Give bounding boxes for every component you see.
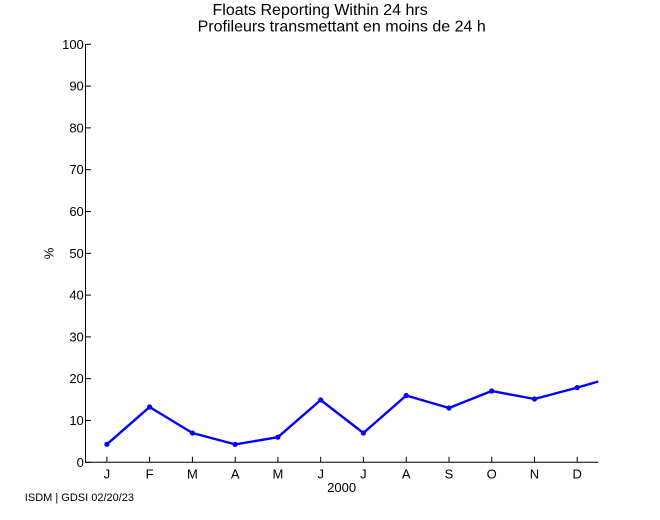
svg-text:40: 40 bbox=[69, 288, 83, 303]
svg-text:Floats Reporting Within 24 hrs: Floats Reporting Within 24 hrs bbox=[212, 2, 427, 19]
svg-text:J: J bbox=[360, 466, 367, 481]
svg-text:S: S bbox=[445, 466, 454, 481]
svg-text:N: N bbox=[530, 466, 539, 481]
svg-text:A: A bbox=[402, 466, 411, 481]
svg-text:90: 90 bbox=[69, 79, 83, 94]
svg-text:J: J bbox=[317, 466, 324, 481]
svg-text:80: 80 bbox=[69, 120, 83, 135]
svg-text:ISDM | GDSI 02/20/23: ISDM | GDSI 02/20/23 bbox=[25, 492, 134, 504]
svg-text:D: D bbox=[573, 466, 582, 481]
svg-text:100: 100 bbox=[62, 37, 84, 52]
svg-text:Profileurs transmettant en moi: Profileurs transmettant en moins de 24 h bbox=[198, 18, 486, 35]
svg-text:10: 10 bbox=[69, 413, 83, 428]
svg-text:30: 30 bbox=[69, 329, 83, 344]
svg-text:70: 70 bbox=[69, 162, 83, 177]
svg-text:M: M bbox=[272, 466, 283, 481]
svg-text:20: 20 bbox=[69, 371, 83, 386]
svg-text:A: A bbox=[231, 466, 240, 481]
svg-text:2000: 2000 bbox=[327, 480, 356, 495]
svg-text:O: O bbox=[487, 466, 497, 481]
svg-text:F: F bbox=[146, 466, 154, 481]
svg-text:%: % bbox=[42, 247, 57, 259]
svg-text:J: J bbox=[104, 466, 111, 481]
svg-text:50: 50 bbox=[69, 246, 83, 261]
svg-text:M: M bbox=[187, 466, 198, 481]
svg-text:60: 60 bbox=[69, 204, 83, 219]
svg-text:0: 0 bbox=[77, 455, 84, 470]
